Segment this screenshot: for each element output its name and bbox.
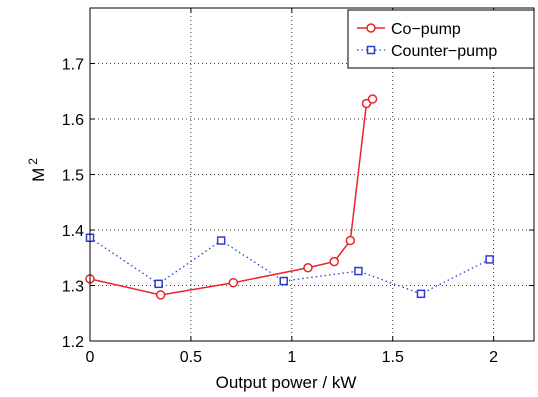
y-tick-label: 1.4 — [62, 223, 84, 240]
tick-layer: 0 0.5 1 1.5 2 1.2 1.3 1.4 1.5 1.6 1.7 — [62, 8, 534, 366]
y-tick-label: 1.5 — [62, 168, 84, 185]
data-point-co-pump — [329, 256, 339, 267]
data-point-co-pump — [228, 277, 239, 288]
data-point-counter-pump — [154, 279, 163, 289]
y-axis-label: M2 — [26, 158, 48, 182]
data-point-counter-pump — [216, 236, 226, 245]
legend-marker-co-pump — [366, 23, 376, 33]
series-line-co-pump — [89, 98, 373, 296]
data-point-counter-pump — [485, 255, 494, 264]
y-tick-label: 1.2 — [62, 334, 84, 351]
data-point-counter-pump — [279, 276, 288, 286]
y-tick-label: 1.6 — [62, 112, 84, 129]
x-tick-label: 0.5 — [180, 349, 202, 366]
data-point-counter-pump — [416, 289, 426, 299]
data-point-counter-pump — [354, 266, 363, 276]
legend-marker-counter-pump — [366, 45, 376, 55]
series-co-pump — [85, 94, 378, 300]
legend-label-co-pump: Co−pump — [391, 21, 461, 38]
x-axis-label: Output power / kW — [216, 373, 357, 392]
data-point-co-pump — [303, 262, 313, 273]
svg-text:M2: M2 — [26, 158, 48, 182]
data-point-co-pump — [345, 235, 356, 246]
series-layer — [85, 94, 494, 300]
legend-box — [347, 9, 535, 69]
x-tick-label: 1.5 — [382, 349, 404, 366]
legend-item-counter-pump: Counter−pump — [357, 43, 497, 60]
data-point-co-pump — [155, 290, 166, 300]
x-tick-label: 0 — [86, 349, 95, 366]
x-tick-label: 2 — [489, 349, 498, 366]
y-tick-label: 1.3 — [62, 279, 84, 296]
x-tick-label: 1 — [287, 349, 296, 366]
y-axis-label-superscript: 2 — [26, 158, 40, 165]
series-counter-pump — [85, 233, 494, 299]
legend: Co−pump Counter−pump — [347, 9, 535, 69]
legend-label-counter-pump: Counter−pump — [391, 43, 497, 60]
y-tick-label: 1.7 — [62, 57, 84, 74]
series-line-counter-pump — [89, 237, 490, 295]
y-axis-label-base: M — [29, 168, 48, 182]
legend-item-co-pump: Co−pump — [357, 21, 461, 38]
data-point-co-pump — [367, 94, 378, 104]
